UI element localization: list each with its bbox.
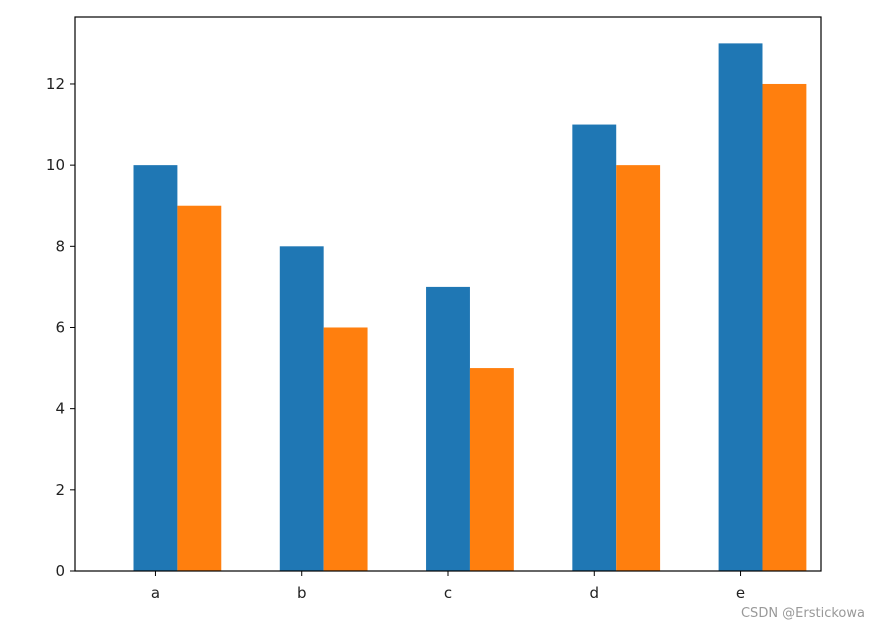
y-tick-label: 2: [55, 481, 65, 499]
y-tick-label: 12: [46, 75, 65, 93]
y-tick-label: 4: [55, 400, 65, 418]
plot-frame: [74, 16, 822, 572]
bar-series2-b: [323, 327, 368, 571]
y-tick-label: 0: [55, 562, 65, 580]
bars-group: [133, 43, 807, 572]
bar-series2-c: [469, 368, 514, 571]
x-tick-label-a: a: [151, 584, 160, 602]
x-tick-label-c: c: [444, 584, 452, 602]
bar-series1-b: [279, 246, 324, 572]
bar-series1-a: [133, 165, 178, 571]
x-tick-label-d: d: [590, 584, 600, 602]
x-tick-label-e: e: [736, 584, 745, 602]
y-axis: 0 2 4 6 8 10 12: [46, 75, 75, 580]
bar-series1-c: [426, 286, 470, 571]
y-tick-label: 10: [46, 156, 65, 174]
bar-series1-d: [572, 124, 617, 572]
bar-series1-e: [718, 43, 763, 571]
y-tick-label: 6: [55, 318, 65, 336]
x-axis: a b c d e: [151, 571, 745, 602]
bar-series2-e: [762, 83, 807, 571]
watermark-text: CSDN @Erstickowa: [740, 606, 865, 621]
bar-series2-a: [177, 205, 222, 571]
x-tick-label-b: b: [297, 584, 307, 602]
y-tick-label: 8: [55, 237, 65, 255]
bar-series2-d: [616, 165, 661, 571]
